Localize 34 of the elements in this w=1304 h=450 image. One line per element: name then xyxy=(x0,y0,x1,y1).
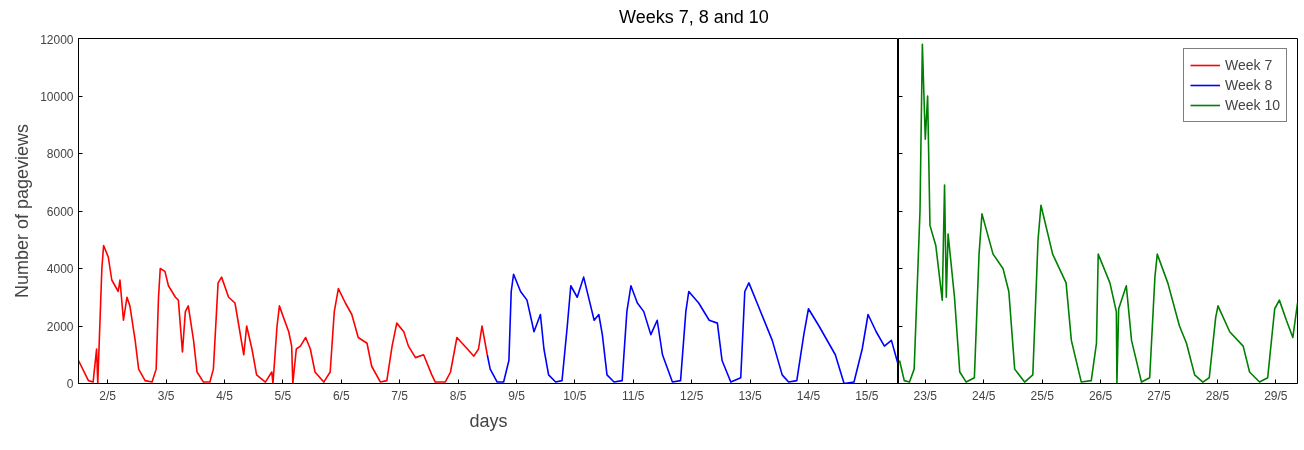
x-tick-label: 24/5 xyxy=(972,388,996,403)
x-tick-label: 14/5 xyxy=(796,388,821,403)
x-tick-label: 26/5 xyxy=(1088,388,1113,403)
x-tick-label: 2/5 xyxy=(99,388,117,403)
x-tick-label: 10/5 xyxy=(563,388,587,403)
x-axis-title: days xyxy=(469,410,508,431)
y-tick-label: 12000 xyxy=(40,32,74,47)
y-tick-label: 6000 xyxy=(46,204,74,219)
x-tick-label: 11/5 xyxy=(622,388,645,403)
legend-label: Week 7 xyxy=(1225,57,1273,73)
x-tick-label: 9/5 xyxy=(508,388,526,403)
x-tick-label: 8/5 xyxy=(449,388,467,403)
x-tick-label: 27/5 xyxy=(1147,388,1172,403)
y-tick-label: 10000 xyxy=(40,89,74,104)
x-tick-label: 23/5 xyxy=(913,388,938,403)
x-tick-label: 13/5 xyxy=(738,388,763,403)
x-tick-label: 28/5 xyxy=(1205,388,1230,403)
legend-label: Week 10 xyxy=(1225,97,1280,113)
x-tick-label: 25/5 xyxy=(1030,388,1055,403)
y-tick-label: 8000 xyxy=(46,147,74,161)
y-axis-title: Number of pageviews xyxy=(12,123,33,299)
y-tick-label: 2000 xyxy=(46,319,74,334)
y-tick-label: 4000 xyxy=(46,262,74,276)
x-tick-label: 5/5 xyxy=(274,388,292,403)
x-tick-label: 12/5 xyxy=(680,388,704,403)
chart-title: Weeks 7, 8 and 10 xyxy=(619,6,769,29)
x-tick-label: 3/5 xyxy=(157,388,175,403)
x-tick-label: 6/5 xyxy=(332,388,350,403)
x-tick-label: 4/5 xyxy=(216,388,234,403)
y-tick-label: 0 xyxy=(66,377,74,391)
x-tick-label: 29/5 xyxy=(1264,388,1288,403)
legend-label: Week 8 xyxy=(1225,77,1273,93)
x-tick-label: 7/5 xyxy=(391,388,409,403)
x-tick-label: 15/5 xyxy=(855,388,879,403)
